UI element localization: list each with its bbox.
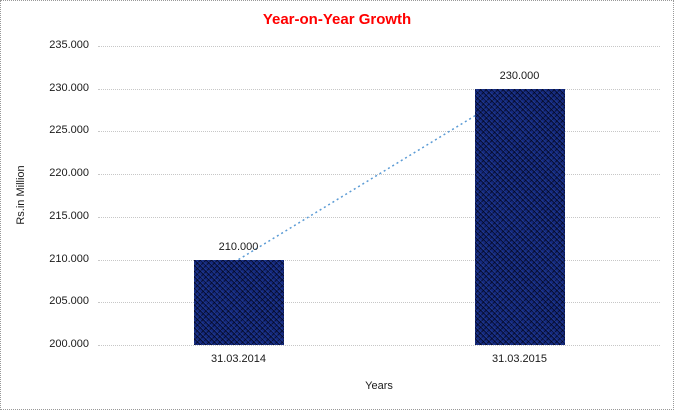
gridline xyxy=(98,345,660,346)
x-axis-title: Years xyxy=(365,380,393,392)
y-tick-label: 200.000 xyxy=(49,338,89,350)
gridline xyxy=(98,302,660,304)
chart-bar xyxy=(193,259,284,345)
bar-data-label: 210.000 xyxy=(218,240,259,253)
chart-bar xyxy=(474,88,565,345)
y-tick-label: 220.000 xyxy=(49,167,89,180)
x-tick-label: 31.03.2014 xyxy=(210,353,267,365)
y-tick-label: 215.000 xyxy=(49,209,89,222)
gridline xyxy=(98,88,660,90)
gridline xyxy=(98,46,660,47)
gridline xyxy=(98,259,660,261)
gridline xyxy=(98,216,660,218)
trendline xyxy=(238,88,520,261)
gridline xyxy=(98,174,660,176)
x-tick-label: 31.03.2015 xyxy=(491,353,548,365)
chart-title: Year-on-Year Growth xyxy=(262,11,412,28)
gridline xyxy=(98,131,660,133)
y-tick-label: 205.000 xyxy=(49,295,89,308)
plot-area xyxy=(98,46,660,346)
bar-data-label: 230.000 xyxy=(499,69,540,82)
y-tick-label: 230.000 xyxy=(49,81,89,94)
y-tick-label: 210.000 xyxy=(49,252,89,265)
y-tick-label: 235.000 xyxy=(49,39,89,51)
y-tick-label: 225.000 xyxy=(49,124,89,137)
